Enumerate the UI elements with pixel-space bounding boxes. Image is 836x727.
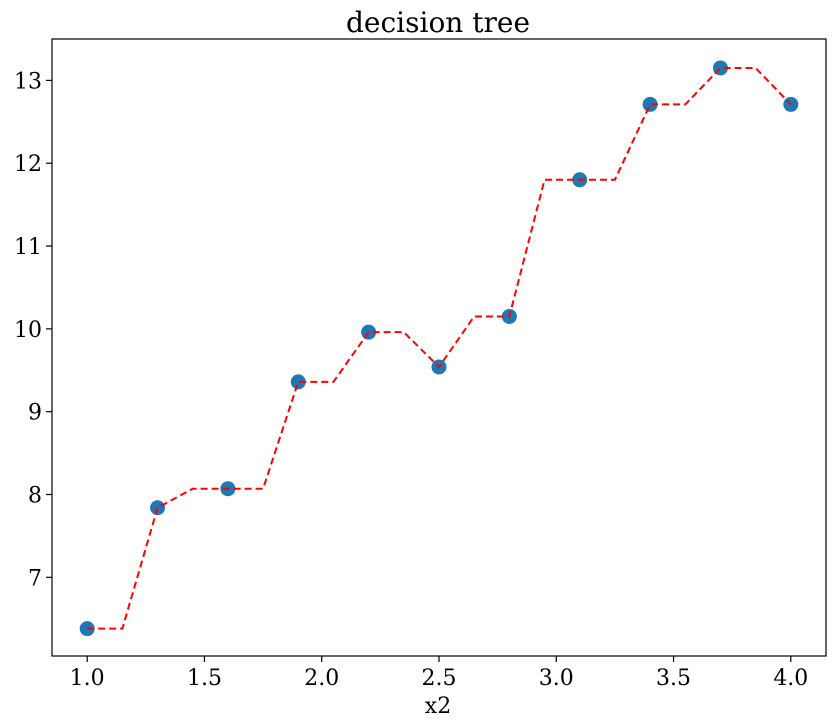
x-tick-label-2: 2.0 bbox=[304, 666, 339, 691]
y-tick-label-5: 12 bbox=[14, 152, 42, 177]
x-tick-label-3: 2.5 bbox=[422, 666, 457, 691]
x-tick-label-1: 1.5 bbox=[187, 666, 222, 691]
data-point-3 bbox=[290, 374, 306, 390]
x-tick-label-6: 4.0 bbox=[773, 666, 808, 691]
y-tick-label-3: 10 bbox=[14, 318, 42, 343]
prediction-line bbox=[87, 66, 792, 630]
x-tick-label-0: 1.0 bbox=[70, 666, 105, 691]
chart-title: decision tree bbox=[346, 6, 530, 39]
y-tick-label-1: 8 bbox=[28, 484, 42, 509]
y-tick-label-2: 9 bbox=[28, 401, 42, 426]
y-tick-label-4: 11 bbox=[14, 235, 42, 260]
x-axis-label: x2 bbox=[425, 694, 451, 719]
x-tick-label-5: 3.5 bbox=[656, 666, 691, 691]
y-tick-label-0: 7 bbox=[28, 566, 42, 591]
data-point-8 bbox=[642, 96, 658, 112]
tick-layer: 1.0 1.5 2.0 2.5 3.0 3.5 4.0 7 8 9 10 11 12 13 bbox=[14, 69, 808, 691]
y-tick-label-6: 13 bbox=[14, 69, 42, 94]
x-tick-label-4: 3.0 bbox=[539, 666, 574, 691]
plot-area bbox=[79, 60, 799, 637]
data-point-1 bbox=[150, 500, 166, 516]
